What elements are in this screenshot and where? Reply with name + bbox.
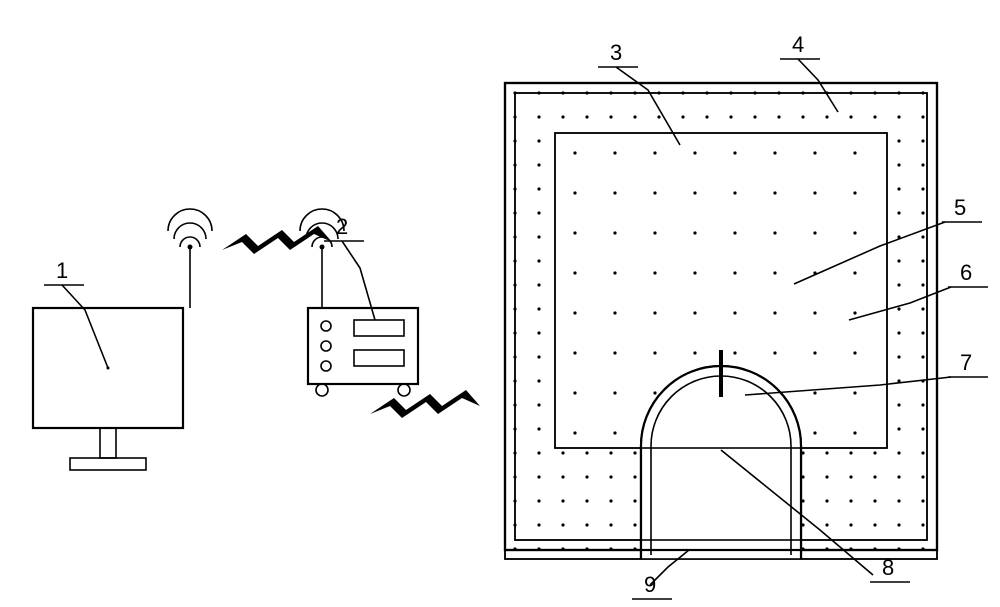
callout-label-4: 4 bbox=[792, 32, 804, 57]
diagram-canvas: 1 2 3 4 5 6 7 8 9 bbox=[0, 0, 1000, 607]
test-chamber bbox=[505, 83, 937, 559]
callout-label-5: 5 bbox=[954, 195, 966, 220]
callout-label-6: 6 bbox=[960, 260, 972, 285]
callout-label-7: 7 bbox=[960, 350, 972, 375]
controller-box bbox=[300, 209, 418, 396]
callout-label-3: 3 bbox=[610, 40, 622, 65]
callout-label-9: 9 bbox=[644, 572, 656, 597]
monitor bbox=[33, 209, 212, 470]
callout-label-2: 2 bbox=[336, 214, 348, 239]
callout-label-8: 8 bbox=[882, 555, 894, 580]
callout-label-1: 1 bbox=[56, 258, 68, 283]
